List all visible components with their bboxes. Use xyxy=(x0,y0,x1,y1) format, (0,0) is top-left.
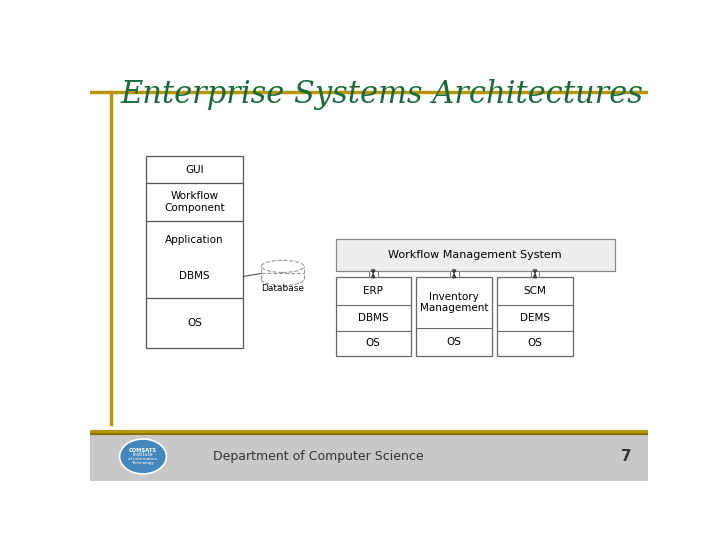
Text: of Information: of Information xyxy=(128,457,158,461)
Text: DBMS: DBMS xyxy=(358,313,389,323)
Text: Department of Computer Science: Department of Computer Science xyxy=(213,450,423,463)
Bar xyxy=(498,277,572,356)
Bar xyxy=(416,277,492,356)
Text: Technology: Technology xyxy=(132,461,155,465)
Text: GUI: GUI xyxy=(185,165,204,174)
Text: Inventory
Management: Inventory Management xyxy=(420,292,488,313)
Circle shape xyxy=(120,439,166,474)
Text: Workflow Management System: Workflow Management System xyxy=(388,250,562,260)
Text: COMSATS: COMSATS xyxy=(129,448,157,453)
Text: OS: OS xyxy=(446,337,462,347)
Text: 7: 7 xyxy=(621,449,631,464)
Bar xyxy=(90,433,648,481)
Text: DBMS: DBMS xyxy=(179,272,210,281)
Text: SCM: SCM xyxy=(523,286,546,296)
Text: OS: OS xyxy=(528,338,542,348)
Text: OS: OS xyxy=(187,318,202,328)
Text: DEMS: DEMS xyxy=(520,313,550,323)
Text: Enterprise Systems Architectures: Enterprise Systems Architectures xyxy=(121,79,644,110)
Bar xyxy=(369,271,378,277)
Bar xyxy=(336,277,411,356)
Bar xyxy=(145,156,243,348)
Text: Database: Database xyxy=(261,284,304,293)
Text: Institute: Institute xyxy=(132,453,153,457)
Bar xyxy=(449,271,459,277)
Bar xyxy=(336,239,615,271)
Text: OS: OS xyxy=(366,338,381,348)
Text: ERP: ERP xyxy=(364,286,383,296)
Text: Workflow
Component: Workflow Component xyxy=(164,191,225,213)
Text: Application: Application xyxy=(166,235,224,245)
Bar xyxy=(531,271,539,277)
